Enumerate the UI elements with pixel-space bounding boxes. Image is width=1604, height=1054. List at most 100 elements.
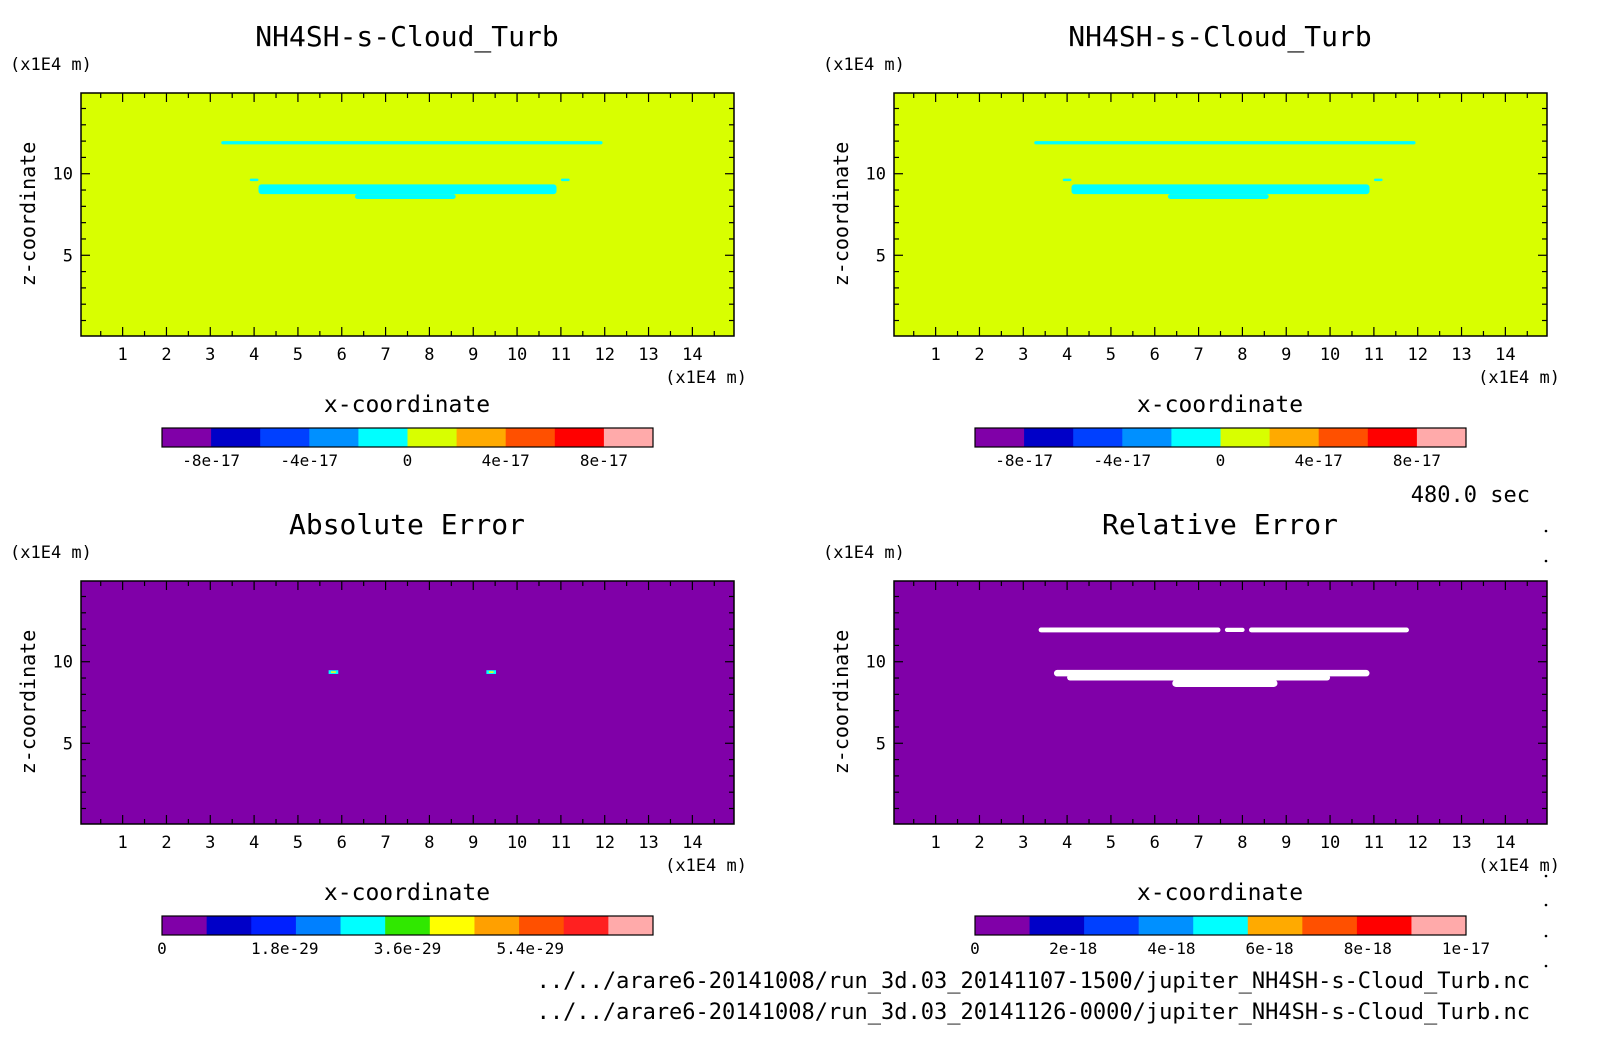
- colorbar-tick-label: 0: [1216, 451, 1226, 470]
- panel-title: Relative Error: [1102, 508, 1338, 541]
- colorbar-segment: [260, 428, 310, 447]
- x-tick-label: 4: [249, 833, 259, 853]
- colorbar-tick-label: -4e-17: [280, 451, 338, 470]
- x-tick-label: 7: [380, 345, 390, 365]
- heatmap-background: [894, 581, 1547, 824]
- colorbar-tick-label: 2e-18: [1049, 939, 1097, 958]
- x-tick-label: 1: [931, 345, 941, 365]
- y-tick-label: 5: [876, 734, 886, 754]
- colorbar-segment: [1122, 428, 1172, 447]
- x-tick-label: 6: [337, 345, 347, 365]
- heatmap-feature-1: [1038, 627, 1221, 633]
- colorbar-segment: [358, 428, 408, 447]
- x-tick-label: 6: [1150, 345, 1160, 365]
- heatmap-feature-5: [1373, 178, 1383, 182]
- x-tick-label: 8: [424, 833, 434, 853]
- x-tick-label: 4: [249, 345, 259, 365]
- colorbar-tick-label: 1e-17: [1442, 939, 1490, 958]
- x-tick-label: 13: [1451, 345, 1471, 365]
- colorbar: -8e-17 -4e-17 0 4e-17 8e-17: [161, 427, 654, 470]
- colorbar-tick-label: 0: [403, 451, 413, 470]
- x-tick-label: 8: [1237, 345, 1247, 365]
- x-tick-label: 1: [118, 833, 128, 853]
- colorbar: -8e-17 -4e-17 0 4e-17 8e-17: [974, 427, 1467, 470]
- x-tick-label: 4: [1062, 345, 1072, 365]
- colorbar-segment: [1220, 428, 1271, 447]
- colorbar-segment: [1247, 916, 1303, 935]
- panel-title: NH4SH-s-Cloud_Turb: [255, 20, 558, 54]
- colorbar-segment: [1138, 916, 1194, 935]
- panel-title: NH4SH-s-Cloud_Turb: [1068, 20, 1371, 54]
- colorbar-segment: [1084, 916, 1140, 935]
- colorbar-segment: [162, 916, 208, 935]
- x-tick-label: 11: [551, 345, 571, 365]
- colorbar-segment: [429, 916, 475, 935]
- colorbar-segment: [1073, 428, 1123, 447]
- x-tick-label: 2: [161, 833, 171, 853]
- x-tick-label: 14: [682, 833, 702, 853]
- x-tick-label: 6: [1150, 833, 1160, 853]
- colorbar-frame: [974, 915, 1467, 936]
- colorbar-segment: [1318, 428, 1369, 447]
- x-tick-label: 9: [1281, 833, 1291, 853]
- colorbar-frame: [161, 915, 654, 936]
- heatmap-feature-3: [354, 194, 456, 200]
- colorbar-segment: [519, 916, 565, 935]
- x-unit-label: (x1E4 m): [665, 856, 747, 876]
- x-tick-label: 1: [931, 833, 941, 853]
- heatmap-feature-5: [560, 178, 570, 182]
- heatmap-feature-2: [1224, 627, 1245, 633]
- x-tick-label: 10: [507, 833, 527, 853]
- x-unit-label: (x1E4 m): [665, 368, 747, 388]
- x-tick-label: 14: [1495, 833, 1515, 853]
- colorbar-tick-label: 8e-18: [1344, 939, 1392, 958]
- heatmap-feature-4: [1062, 178, 1072, 182]
- y-unit-label: (x1E4 m): [10, 55, 92, 75]
- panel-4: Relative Error(x1E4 m)(x1E4 m)1 2 3 4 5 6 7 8 9 1…: [823, 508, 1560, 958]
- colorbar-tick-label: 8e-17: [1393, 451, 1441, 470]
- y-axis-label: z-coordinate: [16, 142, 40, 287]
- y-unit-label: (x1E4 m): [823, 543, 905, 563]
- x-tick-label: 5: [1106, 833, 1116, 853]
- colorbar: 0 1.8e-29 3.6e-29 5.4e-29: [157, 915, 654, 958]
- x-tick-label: 10: [1320, 833, 1340, 853]
- y-axis-label: z-coordinate: [829, 142, 853, 287]
- x-tick-label: 5: [1106, 345, 1116, 365]
- margin-dot: [1544, 964, 1548, 968]
- colorbar-segment: [295, 916, 342, 935]
- x-tick-label: 3: [1018, 833, 1028, 853]
- heatmap-feature-6: [1172, 679, 1278, 688]
- colorbar-segment: [563, 916, 609, 935]
- x-axis-label: x-coordinate: [324, 392, 490, 418]
- colorbar-tick-label: -8e-17: [182, 451, 240, 470]
- x-tick-label: 4: [1062, 833, 1072, 853]
- colorbar-segment: [1024, 428, 1074, 447]
- y-tick-label: 10: [53, 165, 73, 185]
- y-tick-label: 5: [63, 734, 73, 754]
- colorbar-segment: [340, 916, 386, 935]
- heatmap-feature-2: [258, 184, 557, 195]
- x-tick-label: 10: [507, 345, 527, 365]
- heatmap-feature-core-2: [488, 671, 494, 673]
- colorbar-tick-label: 4e-17: [1295, 451, 1343, 470]
- colorbar-segment: [162, 428, 212, 447]
- x-axis-label: x-coordinate: [1137, 392, 1303, 418]
- heatmap-feature-2: [1071, 184, 1370, 195]
- heatmap-background: [81, 581, 734, 824]
- colorbar-segment: [456, 428, 507, 447]
- colorbar-segment: [554, 428, 605, 447]
- x-tick-label: 5: [293, 833, 303, 853]
- colorbar-tick-label: 0: [970, 939, 980, 958]
- x-tick-label: 12: [1407, 833, 1427, 853]
- x-tick-label: 9: [468, 833, 478, 853]
- x-axis-label: x-coordinate: [1137, 880, 1303, 906]
- margin-dot: [1544, 529, 1548, 533]
- colorbar-tick-label: -8e-17: [995, 451, 1053, 470]
- colorbar-segment: [975, 428, 1025, 447]
- heatmap-feature-4: [249, 178, 259, 182]
- x-tick-label: 12: [594, 345, 614, 365]
- colorbar-tick-label: 8e-17: [580, 451, 628, 470]
- colorbar-tick-label: 4e-18: [1147, 939, 1195, 958]
- x-unit-label: (x1E4 m): [1478, 856, 1560, 876]
- colorbar-segment: [474, 916, 520, 935]
